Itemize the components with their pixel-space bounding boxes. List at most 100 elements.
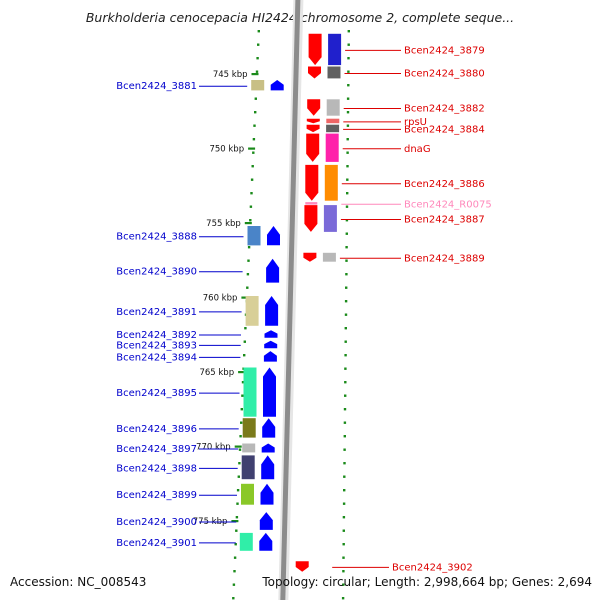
cog-block xyxy=(241,483,254,505)
accession-text: Accession: NC_008543 xyxy=(10,575,147,589)
tick-label: 760 kbp xyxy=(203,294,238,304)
tick-mark xyxy=(234,445,242,448)
cog-block xyxy=(323,205,337,232)
track-dot xyxy=(238,462,241,465)
rna-gene-mark xyxy=(305,202,318,205)
track-dot xyxy=(347,84,350,87)
track-dot xyxy=(255,70,259,73)
track-dot xyxy=(344,367,347,370)
gene-label: dnaG xyxy=(404,144,431,155)
gene-label: Bcen2424_3896 xyxy=(116,424,197,435)
gene-label: Bcen2424_3880 xyxy=(404,69,485,80)
gene-label: Bcen2424_3887 xyxy=(404,215,485,226)
track-dot xyxy=(345,246,348,249)
reverse-gene-arrow xyxy=(307,99,321,116)
track-dot xyxy=(240,408,243,411)
reverse-gene-arrow xyxy=(305,164,319,201)
track-dot xyxy=(343,421,347,424)
cog-block xyxy=(326,99,340,116)
gene-label: Bcen2424_3890 xyxy=(116,267,197,278)
cog-block xyxy=(242,418,256,438)
track-dot xyxy=(344,340,347,343)
track-dot xyxy=(345,273,348,276)
track-dot xyxy=(344,313,348,316)
track-dot xyxy=(343,408,347,411)
gene-label: Bcen2424_R0075 xyxy=(404,199,492,210)
forward-gene-arrow xyxy=(267,226,280,246)
track-dot xyxy=(347,70,350,73)
track-dot xyxy=(249,219,252,222)
track-dot xyxy=(253,124,256,127)
gene-label: Bcen2424_3902 xyxy=(392,562,473,573)
gene-label: Bcen2424_3879 xyxy=(404,45,485,56)
reverse-gene-arrow xyxy=(304,205,318,232)
tick-mark xyxy=(231,520,239,523)
track-dot xyxy=(232,583,236,586)
track-dot xyxy=(234,543,237,546)
forward-gene-arrow xyxy=(264,330,278,338)
gene-label: Bcen2424_3891 xyxy=(116,307,197,318)
gene-label: Bcen2424_3892 xyxy=(116,330,197,341)
track-dot xyxy=(244,327,247,330)
track-dot xyxy=(235,529,238,532)
track-dot xyxy=(346,97,350,100)
cog-block xyxy=(251,80,265,91)
cog-block xyxy=(245,296,259,326)
track-dot xyxy=(344,394,347,397)
track-dot xyxy=(342,556,345,559)
track-dot xyxy=(343,462,346,465)
track-dot xyxy=(343,489,346,492)
track-dot xyxy=(344,327,347,330)
gene-label: rpsU xyxy=(404,117,427,128)
track-dot xyxy=(346,165,349,168)
track-dot xyxy=(250,192,253,195)
track-dot xyxy=(342,583,345,586)
cog-block xyxy=(322,252,336,262)
forward-gene-arrow xyxy=(261,443,275,453)
cog-block xyxy=(326,118,340,124)
forward-gene-arrow xyxy=(259,532,273,551)
gene-label: Bcen2424_3901 xyxy=(116,538,197,549)
topology-text: Topology: circular; Length: 2,998,664 bp… xyxy=(262,575,592,589)
forward-gene-arrow xyxy=(264,340,278,349)
track-dot xyxy=(342,570,345,573)
forward-gene-arrow xyxy=(265,296,279,326)
track-dot xyxy=(254,111,257,114)
reverse-gene-arrow xyxy=(306,133,320,162)
cog-block xyxy=(241,455,255,480)
track-dot xyxy=(345,219,349,222)
track-dot xyxy=(343,435,346,438)
forward-gene-arrow xyxy=(259,512,273,530)
reverse-gene-arrow xyxy=(306,118,320,124)
backbone-layer xyxy=(278,0,304,600)
forward-gene-arrow xyxy=(262,418,276,438)
track-dot xyxy=(346,124,350,127)
track-dot xyxy=(345,259,348,262)
forward-gene-arrow xyxy=(260,483,274,505)
track-dot xyxy=(240,421,243,424)
track-dot xyxy=(243,354,246,357)
track-dot xyxy=(346,138,349,141)
tick-mark xyxy=(238,371,246,374)
tick-mark xyxy=(248,147,256,150)
tick-mark xyxy=(244,222,252,225)
track-dot xyxy=(346,192,349,195)
track-dot xyxy=(347,43,350,46)
tick-mark xyxy=(241,296,249,299)
gene-layer xyxy=(239,33,342,572)
gene-label: Bcen2424_3884 xyxy=(404,124,485,135)
track-dot xyxy=(345,232,348,235)
cog-block xyxy=(239,532,253,551)
gene-label: Bcen2424_3899 xyxy=(116,490,197,501)
tick-label: 755 kbp xyxy=(206,219,241,229)
track-dot xyxy=(344,381,347,384)
track-dot xyxy=(345,205,349,208)
gene-label: Bcen2424_3888 xyxy=(116,232,197,243)
track-dot xyxy=(246,273,250,276)
track-dot xyxy=(247,246,251,249)
cog-block xyxy=(326,124,340,133)
track-dot xyxy=(233,556,237,559)
track-dot xyxy=(342,543,345,546)
track-dot xyxy=(237,475,240,478)
